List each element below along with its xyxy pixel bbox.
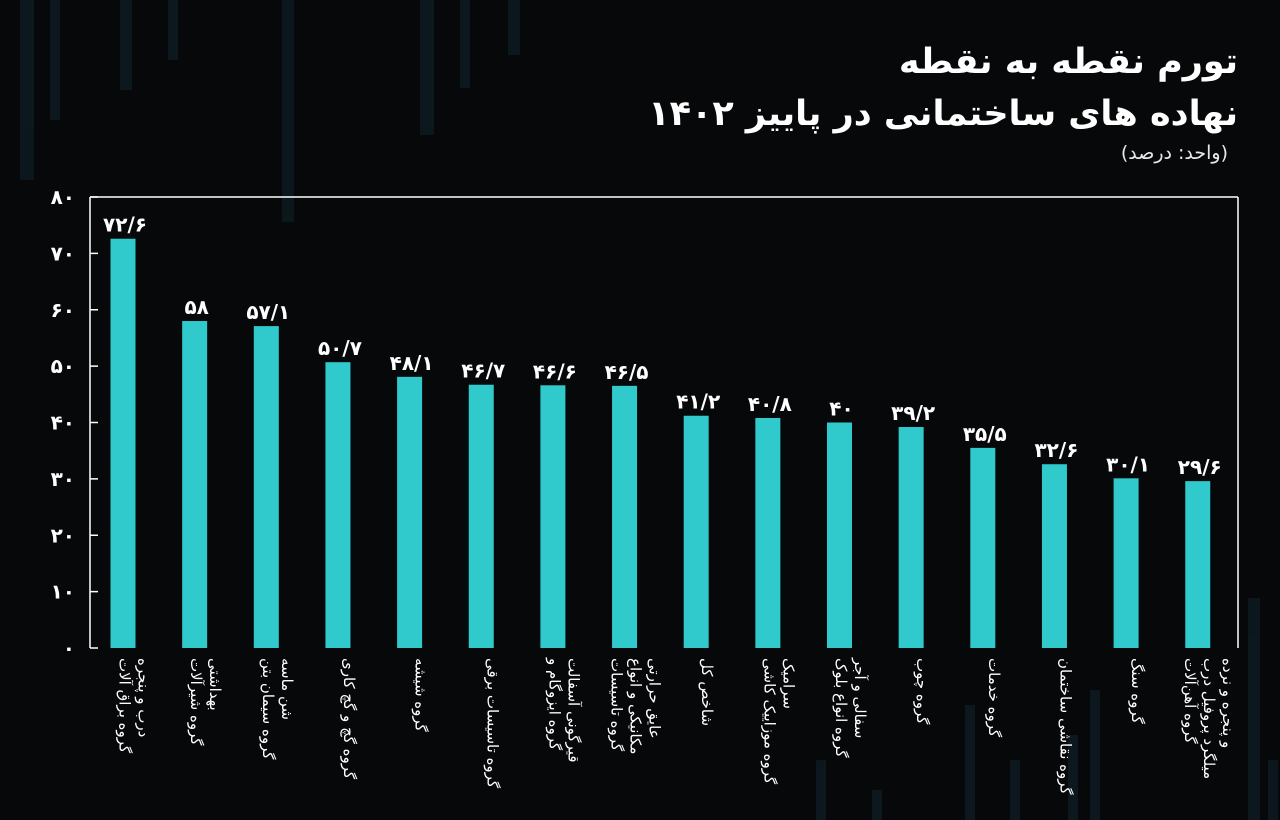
bar-value-label: ۴۰/۸ (748, 392, 792, 416)
axes: ۰ ۱۰ ۲۰ ۳۰ ۴۰ ۵۰ ۶۰ ۷۰ ۸۰ (51, 185, 1239, 660)
category-label: درب و پنجره (134, 658, 153, 737)
category-label: گروه چوب (913, 658, 931, 725)
category-label: گروه ایزوگام و (545, 657, 563, 751)
y-tick-label: ۴۰ (51, 411, 75, 435)
category-labels: گروه براق آلات درب و پنجره گروه شیرآلات بهد… (116, 657, 1237, 796)
category-label: شاخص کل (698, 658, 716, 726)
y-tick-label: ۷۰ (51, 241, 75, 265)
unit-label: (واحد: درصد) (1120, 142, 1228, 164)
category-label: گروه گچ و گچ کاری (340, 658, 358, 780)
bar (1041, 464, 1067, 648)
bar (898, 427, 924, 648)
bar-value-label: ۴۶/۷ (461, 359, 505, 383)
bar-value-label: ۴۶/۶ (533, 359, 577, 383)
chart-title-block: تورم نقطه به نقطه نهاده های ساختمانی در … (338, 36, 1238, 164)
bar-value-label: ۴۱/۲ (676, 390, 720, 414)
bar (612, 385, 638, 648)
bar-value-label: ۷۲/۶ (103, 213, 147, 237)
bar (1185, 481, 1211, 648)
bar (110, 238, 136, 648)
bar-value-label: ۳۰/۱ (1106, 452, 1150, 476)
y-tick-label: ۶۰ (51, 298, 75, 322)
bars: ۷۲/۶ ۵۸ ۵۷/۱ ۵۰/۷ ۴۸/۱ ۴۶/۷ ۴۶/۶ ۴۶/۵ ۴۱/۲ ۴۰/۸ ۴۰… (103, 213, 1222, 648)
category-label: و پنجره و نرده (1218, 658, 1237, 748)
y-tick-label: ۱۰ (51, 580, 75, 604)
bar (683, 415, 709, 648)
category-label: گروه شیشه (412, 658, 430, 733)
bar-value-label: ۵۷/۱ (246, 300, 290, 324)
category-label: عایق حرارتی (646, 658, 664, 739)
category-label: گروه آهن‌آلات (1181, 658, 1199, 744)
bar-value-label: ۳۵/۵ (963, 422, 1007, 446)
bar-value-label: ۳۹/۲ (891, 401, 935, 425)
bar (468, 384, 494, 648)
category-label: قیرگونی آسفالت (564, 658, 582, 763)
category-label: گروه موزاییک کاشی (760, 658, 778, 785)
category-label: گروه نقاشی ساختمان (1056, 658, 1074, 796)
bar (755, 417, 781, 648)
bar (325, 362, 351, 648)
category-label: گروه تاسیسات (608, 658, 626, 752)
bar (1113, 478, 1139, 648)
bar (970, 447, 996, 648)
category-label: گروه شیرآلات (187, 658, 205, 746)
category-label: مکانیکی و انواع (627, 658, 645, 754)
bar (827, 422, 852, 648)
category-label: سرامیک (779, 658, 797, 709)
category-label: گروه سنگ (1128, 658, 1146, 725)
category-label: گروه سیمان بتن (259, 658, 277, 760)
y-tick-label: ۰ (63, 636, 75, 660)
bar-value-label: ۴۰ (829, 397, 853, 421)
y-tick-label: ۲۰ (51, 523, 75, 547)
category-label: گروه براق آلات (116, 658, 134, 754)
y-tick-label: ۵۰ (51, 354, 75, 378)
bar (540, 385, 566, 648)
bar (182, 321, 208, 648)
category-label: شن ماسه (278, 658, 296, 720)
bar-value-label: ۴۶/۵ (605, 360, 649, 384)
category-label: میلگرد پروفیل درب (1199, 658, 1218, 779)
y-tick-label: ۸۰ (51, 185, 75, 209)
bar (253, 326, 279, 648)
category-label: بهداشتی (206, 658, 224, 711)
chart-title-line-1: تورم نقطه به نقطه (898, 42, 1238, 82)
category-label: گروه انواع بلوک (832, 658, 850, 758)
category-label: گروه تاسیسات برقی (483, 658, 501, 789)
bar-value-label: ۴۸/۱ (390, 351, 434, 375)
bar-value-label: ۲۹/۶ (1178, 455, 1222, 479)
bar-value-label: ۵۸ (184, 295, 208, 319)
bar (397, 376, 423, 648)
y-tick-label: ۳۰ (51, 467, 75, 491)
bar-value-label: ۳۲/۶ (1034, 438, 1078, 462)
bar-value-label: ۵۰/۷ (318, 336, 362, 360)
chart-title-line-2: نهاده های ساختمانی در پاییز ۱۴۰۲ (648, 94, 1238, 134)
category-label: سفالی و آجر (851, 657, 869, 738)
category-label: گروه خدمات (985, 658, 1003, 738)
